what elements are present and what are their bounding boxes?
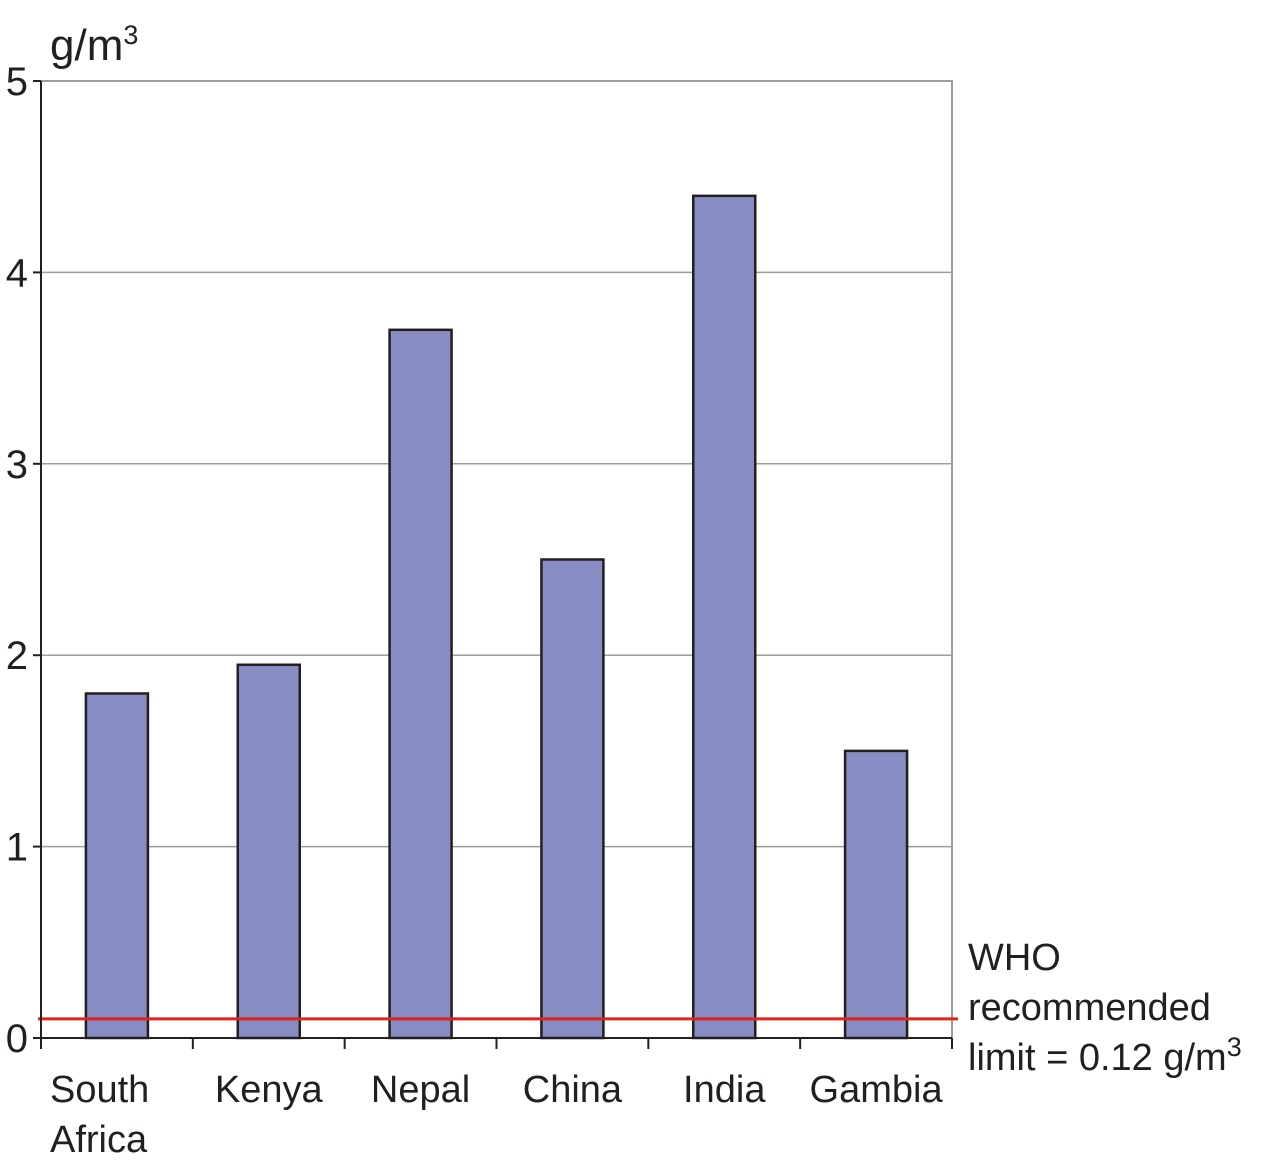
- who-limit-label-line-3: limit = 0.12 g/m3: [968, 1032, 1242, 1079]
- x-category-label-1-line-0: Kenya: [215, 1069, 324, 1111]
- bar-5: [843, 749, 909, 1040]
- bar-0: [84, 692, 150, 1040]
- who-limit-label-line-1: WHO: [968, 937, 1061, 979]
- x-category-label-2-line-0: Nepal: [371, 1069, 470, 1111]
- axes: [33, 80, 953, 1049]
- plot-frame: [40, 80, 953, 1039]
- y-tick-label-0: 0: [6, 1017, 28, 1061]
- who-limit-label-line-2: recommended: [968, 987, 1211, 1029]
- x-category-labels: South Africa Kenya Nepal China India Gambia: [50, 1069, 943, 1161]
- y-tick-labels: 0 1 2 3 4 5: [6, 60, 28, 1061]
- y-tick-label-4: 4: [6, 251, 28, 295]
- grid-lines: [41, 271, 952, 848]
- y-unit-label: g/m3: [50, 20, 138, 70]
- x-category-label-3-line-0: China: [523, 1069, 623, 1111]
- bar-1: [236, 663, 301, 1040]
- who-limit-annotation: WHO recommended limit = 0.12 g/m3: [968, 937, 1242, 1079]
- y-tick-label-5: 5: [6, 60, 28, 104]
- x-category-label-0-line-1: Africa: [50, 1119, 148, 1161]
- bar-2: [388, 328, 453, 1040]
- x-category-label-4-line-0: India: [683, 1069, 766, 1111]
- y-tick-label-2: 2: [6, 634, 28, 678]
- x-category-label-0-line-0: South: [50, 1069, 149, 1111]
- bar-3: [540, 558, 605, 1040]
- x-category-label-5-line-0: Gambia: [810, 1069, 944, 1111]
- y-tick-label-1: 1: [6, 826, 28, 870]
- bars: [84, 194, 909, 1040]
- y-tick-label-3: 3: [6, 443, 28, 487]
- bar-4: [692, 194, 757, 1040]
